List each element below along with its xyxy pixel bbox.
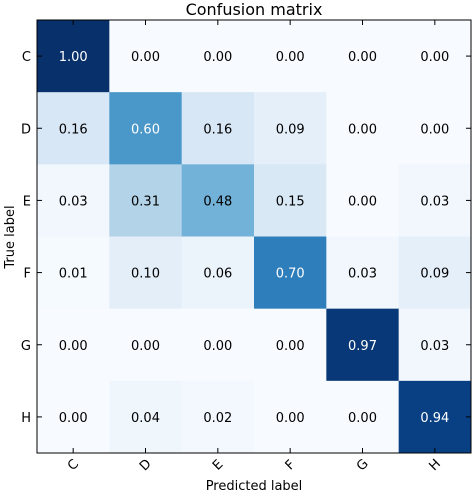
cell-value-label: 0.00	[203, 339, 232, 354]
heatmap-cell-G-E	[181, 308, 255, 382]
cell-value-label: 0.31	[131, 194, 160, 209]
cell-value-label: 0.00	[276, 411, 305, 426]
cell-value-label: 0.00	[59, 411, 88, 426]
y-tick-labels: C D E F G H	[21, 50, 31, 426]
y-tick-label: G	[21, 339, 31, 354]
y-tick-label: H	[21, 411, 31, 426]
heatmap-cell-E-E	[181, 164, 255, 237]
cell-value-label: 0.16	[203, 122, 232, 137]
cell-value-label: 0.00	[131, 339, 160, 354]
y-tick-label: D	[21, 122, 31, 137]
heatmap-cell-C-C	[37, 20, 110, 93]
heatmap-cell-E-D	[109, 164, 183, 237]
heatmap-cell-C-F	[254, 20, 327, 93]
heatmap-cell-C-H	[398, 20, 472, 93]
y-tick-label: C	[22, 50, 31, 65]
cell-value-label: 0.15	[276, 194, 305, 209]
y-tick-label: F	[24, 267, 31, 282]
x-tick-label: G	[354, 456, 372, 474]
cell-value-label: 0.03	[348, 267, 377, 282]
cell-value-label: 0.00	[276, 50, 305, 65]
cell-value-label: 1.00	[59, 50, 88, 65]
heatmap-cell-D-D	[109, 92, 183, 165]
heatmap-cell-G-C	[37, 308, 110, 382]
heatmap-cell-G-F	[254, 308, 327, 382]
heatmap-cell-labels: 1.00 0.00 0.00 0.00 0.00 0.00 0.16 0.60 0.16 0.09…	[59, 50, 450, 426]
heatmap-cell-D-F	[254, 92, 327, 165]
heatmap-cell-E-G	[326, 164, 400, 237]
heatmap-cell-H-D	[109, 380, 183, 454]
cell-value-label: 0.09	[420, 267, 449, 282]
heatmap-cell-H-C	[37, 380, 110, 454]
heatmap-cell-H-H	[398, 380, 472, 454]
heatmap-cell-F-H	[398, 236, 472, 310]
cell-value-label: 0.00	[59, 339, 88, 354]
heatmap-cell-F-C	[37, 236, 110, 310]
cell-value-label: 0.01	[59, 267, 88, 282]
cell-value-label: 0.00	[203, 50, 232, 65]
heatmap-cell-H-G	[326, 380, 400, 454]
cell-value-label: 0.02	[203, 411, 232, 426]
cell-value-label: 0.97	[348, 339, 377, 354]
cell-value-label: 0.03	[59, 194, 88, 209]
cell-value-label: 0.60	[131, 122, 160, 137]
x-tick-label: C	[65, 457, 82, 474]
heatmap-cell-E-F	[254, 164, 327, 237]
x-tick-label: H	[426, 457, 444, 475]
heatmap-cell-D-C	[37, 92, 110, 165]
cell-value-label: 0.00	[420, 122, 449, 137]
plot-frame	[36, 19, 472, 454]
x-axis-label: Predicted label	[206, 479, 303, 494]
cell-value-label: 0.06	[203, 267, 232, 282]
cell-value-label: 0.00	[276, 339, 305, 354]
heatmap-cell-D-H	[398, 92, 472, 165]
cell-value-label: 0.10	[131, 267, 160, 282]
axis-ticks	[37, 20, 471, 453]
heatmap-cell-G-H	[398, 308, 472, 382]
heatmap-cell-F-G	[326, 236, 400, 310]
x-tick-labels: C D E F G H	[65, 456, 444, 474]
cell-value-label: 0.94	[420, 411, 449, 426]
x-tick-label: D	[137, 457, 155, 475]
cell-value-label: 0.00	[348, 194, 377, 209]
cell-value-label: 0.00	[348, 122, 377, 137]
chart-title: Confusion matrix	[186, 0, 323, 19]
y-tick-label: E	[23, 194, 31, 209]
cell-value-label: 0.00	[348, 50, 377, 65]
heatmap-cell-H-F	[254, 380, 327, 454]
heatmap-cells	[37, 20, 472, 454]
heatmap-cell-F-E	[181, 236, 255, 310]
heatmap-cell-F-F	[254, 236, 327, 310]
cell-value-label: 0.03	[420, 194, 449, 209]
cell-value-label: 0.16	[59, 122, 88, 137]
heatmap-cell-E-C	[37, 164, 110, 237]
cell-value-label: 0.00	[348, 411, 377, 426]
cell-value-label: 0.09	[276, 122, 305, 137]
cell-value-label: 0.04	[131, 411, 160, 426]
x-tick-label: E	[210, 457, 226, 473]
cell-value-label: 0.00	[420, 50, 449, 65]
heatmap-cell-G-D	[109, 308, 183, 382]
cell-value-label: 0.48	[203, 194, 232, 209]
cell-value-label: 0.00	[131, 50, 160, 65]
heatmap-cell-H-E	[181, 380, 255, 454]
cell-value-label: 0.70	[276, 267, 305, 282]
heatmap-cell-D-G	[326, 92, 400, 165]
y-axis-label: True label	[3, 205, 18, 269]
x-tick-label: F	[283, 457, 299, 473]
heatmap-cell-C-G	[326, 20, 400, 93]
heatmap-cell-G-G	[326, 308, 400, 382]
cell-value-label: 0.03	[420, 339, 449, 354]
heatmap-cell-F-D	[109, 236, 183, 310]
heatmap-cell-C-D	[109, 20, 183, 93]
heatmap-cell-C-E	[181, 20, 255, 93]
heatmap-cell-E-H	[398, 164, 472, 237]
heatmap-cell-D-E	[181, 92, 255, 165]
